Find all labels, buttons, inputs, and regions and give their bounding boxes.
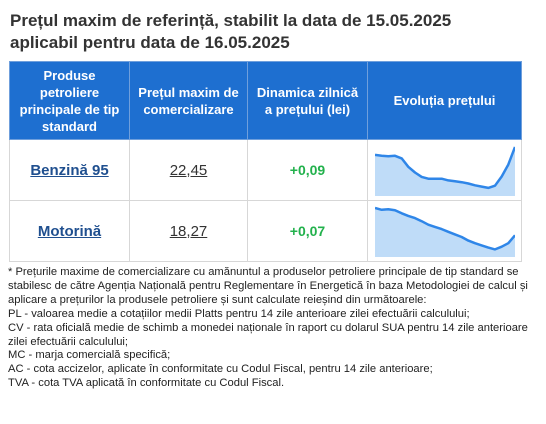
table-row: Motorină 18,27 +0,07	[9, 200, 522, 262]
column-header-change: Dinamica zilnică a prețului (lei)	[247, 61, 368, 140]
title-line-1: Prețul maxim de referință, stabilit la d…	[10, 11, 452, 30]
price-value[interactable]: 22,45	[169, 161, 208, 179]
sparkline-area	[374, 208, 515, 257]
product-cell: Benzină 95	[9, 139, 130, 201]
note-pl: PL - valoarea medie a cotațiilor medii P…	[8, 307, 470, 320]
change-cell: +0,09	[247, 139, 368, 201]
column-header-price: Prețul maxim de comercializare	[129, 61, 248, 140]
note-tva: TVA - cota TVA aplicată în conformitate …	[8, 377, 285, 390]
note-cv: CV - rata oficială medie de schimb a mon…	[8, 321, 528, 348]
product-cell: Motorină	[9, 200, 130, 262]
product-link-motorina[interactable]: Motorină	[37, 222, 102, 240]
trend-cell	[367, 139, 522, 201]
table-row: Benzină 95 22,45 +0,09	[9, 139, 522, 201]
table-header-row: Produse petroliere principale de tip sta…	[9, 61, 522, 140]
methodology-notes: * Prețurile maxime de comercializare cu …	[8, 266, 540, 391]
price-value[interactable]: 18,27	[169, 222, 208, 240]
sparkline-line	[374, 206, 515, 251]
product-link-benzina[interactable]: Benzină 95	[30, 161, 109, 179]
price-cell: 18,27	[129, 200, 248, 262]
price-change: +0,09	[289, 161, 326, 178]
trend-cell	[367, 200, 522, 262]
page-title: Prețul maxim de referință, stabilit la d…	[10, 10, 540, 54]
price-trend-sparkline	[374, 146, 515, 196]
price-cell: 22,45	[129, 139, 248, 201]
title-line-2: aplicabil pentru data de 16.05.2025	[10, 33, 290, 52]
price-trend-sparkline	[374, 206, 515, 257]
sparkline-line	[374, 146, 515, 190]
note-mc: MC - marja comercială specifică;	[8, 349, 171, 362]
note-ac: AC - cota accizelor, aplicate în conform…	[8, 363, 433, 376]
change-cell: +0,07	[247, 200, 368, 262]
prices-table: Produse petroliere principale de tip sta…	[9, 61, 522, 262]
column-header-trend: Evoluția prețului	[367, 61, 522, 140]
sparkline-area	[374, 147, 515, 196]
note-intro: * Prețurile maxime de comercializare cu …	[8, 266, 528, 306]
column-header-product: Produse petroliere principale de tip sta…	[9, 61, 130, 140]
price-change: +0,07	[289, 222, 326, 239]
